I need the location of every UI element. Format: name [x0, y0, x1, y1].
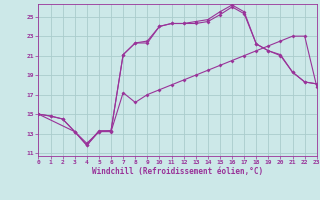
X-axis label: Windchill (Refroidissement éolien,°C): Windchill (Refroidissement éolien,°C)	[92, 167, 263, 176]
